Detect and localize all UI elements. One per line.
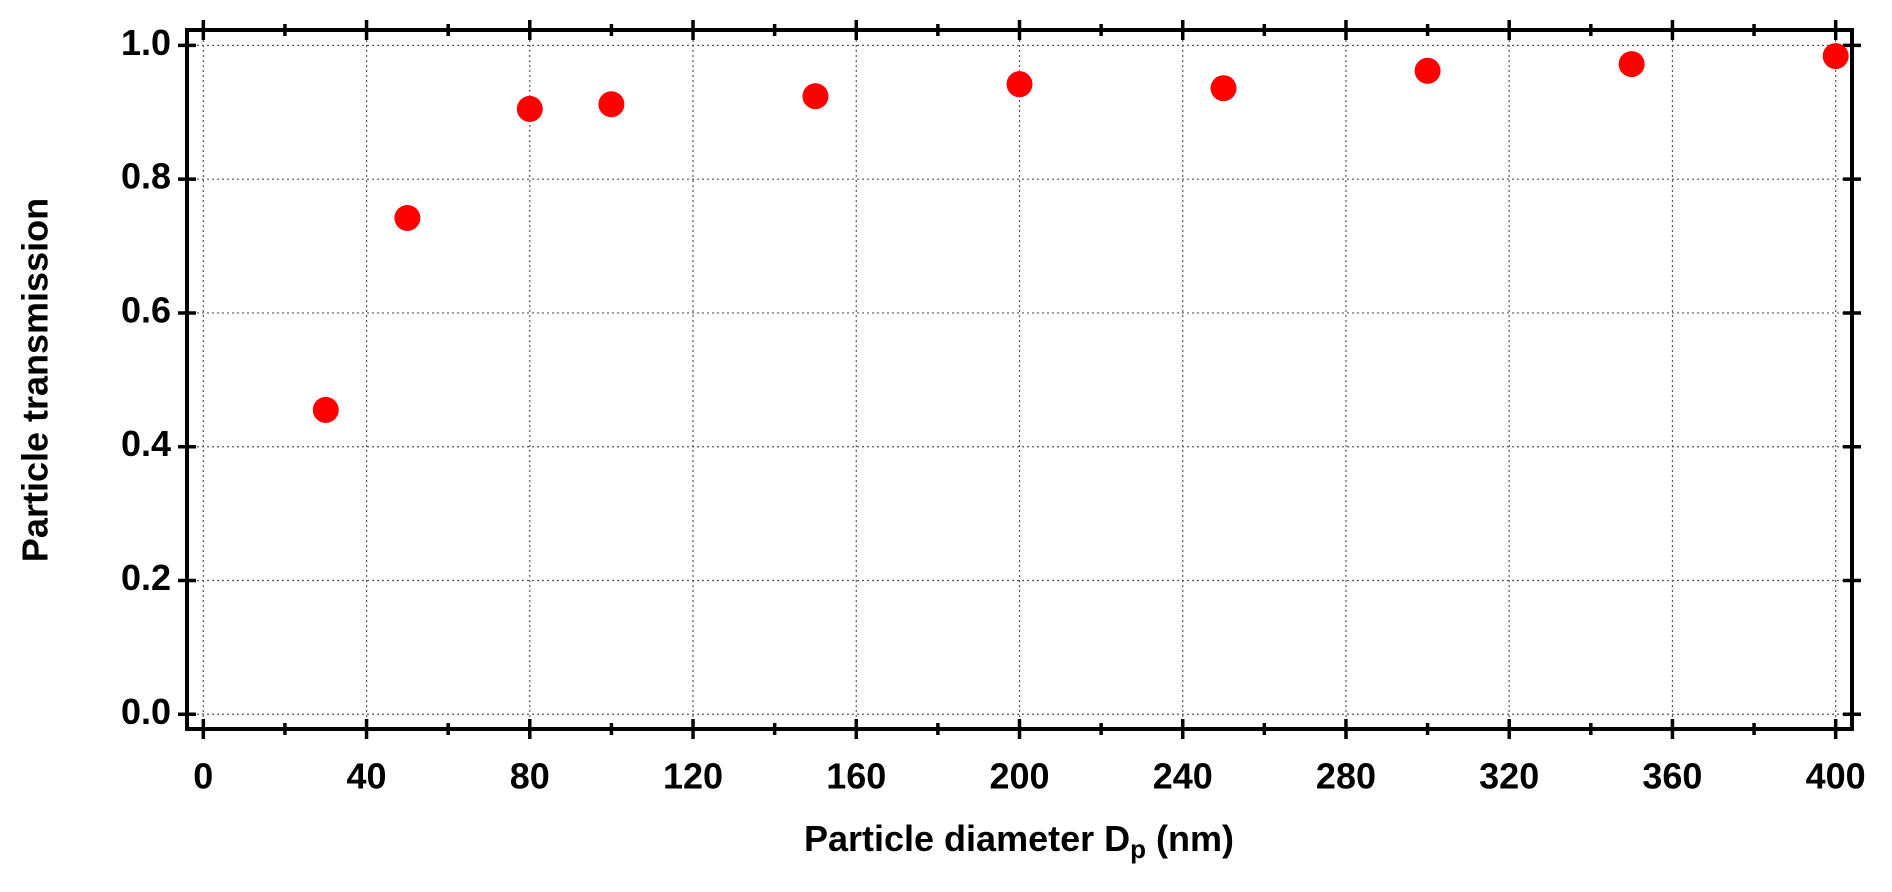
x-tick-label: 200 xyxy=(989,756,1049,797)
y-tick-label: 0.8 xyxy=(121,156,171,197)
x-tick-label: 120 xyxy=(663,756,723,797)
data-point xyxy=(1210,75,1237,102)
x-tick-label: 160 xyxy=(826,756,886,797)
data-point xyxy=(598,91,625,118)
y-tick-label: 0.0 xyxy=(121,691,171,732)
data-point xyxy=(1414,57,1441,84)
y-tick-label: 1.0 xyxy=(121,22,171,63)
x-tick-label: 40 xyxy=(347,756,387,797)
x-axis-title-main: Particle diameter D xyxy=(804,818,1130,859)
y-tick-label: 0.4 xyxy=(121,423,171,464)
data-point xyxy=(1822,43,1849,70)
y-tick-label: 0.6 xyxy=(121,289,171,330)
plot-frame xyxy=(185,28,1854,731)
x-tick-label: 320 xyxy=(1479,756,1539,797)
x-axis-title: Particle diameter Dp (nm) xyxy=(804,818,1234,864)
x-tick-label: 80 xyxy=(510,756,550,797)
x-axis-title-space xyxy=(1146,818,1156,859)
data-point xyxy=(1006,71,1033,98)
x-tick-label: 280 xyxy=(1316,756,1376,797)
x-axis-title-unit: (nm) xyxy=(1156,818,1234,859)
y-axis-title: Particle transmission xyxy=(15,198,56,562)
data-point xyxy=(394,204,421,231)
data-point xyxy=(802,83,829,110)
x-tick-label: 400 xyxy=(1806,756,1866,797)
x-axis-title-subscript: p xyxy=(1130,834,1146,864)
data-point xyxy=(312,396,339,423)
data-point xyxy=(1618,51,1645,78)
data-point xyxy=(516,95,543,122)
x-tick-label: 0 xyxy=(193,756,213,797)
x-tick-label: 360 xyxy=(1642,756,1702,797)
y-tick-label: 0.2 xyxy=(121,557,171,598)
x-tick-label: 240 xyxy=(1153,756,1213,797)
